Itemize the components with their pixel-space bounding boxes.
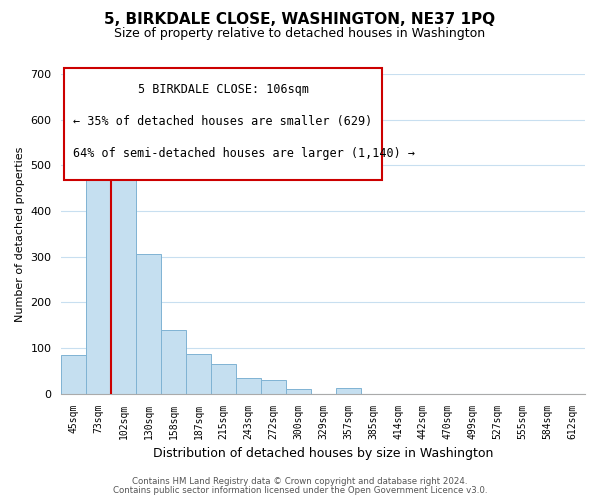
Text: ← 35% of detached houses are smaller (629): ← 35% of detached houses are smaller (62… <box>73 115 373 128</box>
Bar <box>211 364 236 394</box>
Text: 64% of semi-detached houses are larger (1,140) →: 64% of semi-detached houses are larger (… <box>73 148 415 160</box>
Y-axis label: Number of detached properties: Number of detached properties <box>15 146 25 322</box>
X-axis label: Distribution of detached houses by size in Washington: Distribution of detached houses by size … <box>153 447 493 460</box>
Bar <box>111 135 136 394</box>
Bar <box>61 356 86 394</box>
Bar <box>335 388 361 394</box>
Text: 5, BIRKDALE CLOSE, WASHINGTON, NE37 1PQ: 5, BIRKDALE CLOSE, WASHINGTON, NE37 1PQ <box>104 12 496 28</box>
Bar <box>236 378 261 394</box>
Bar <box>186 354 211 394</box>
Text: Contains HM Land Registry data © Crown copyright and database right 2024.: Contains HM Land Registry data © Crown c… <box>132 477 468 486</box>
Text: Size of property relative to detached houses in Washington: Size of property relative to detached ho… <box>115 28 485 40</box>
Bar <box>136 254 161 394</box>
Text: Contains public sector information licensed under the Open Government Licence v3: Contains public sector information licen… <box>113 486 487 495</box>
Bar <box>261 380 286 394</box>
Bar <box>286 389 311 394</box>
Text: 5 BIRKDALE CLOSE: 106sqm: 5 BIRKDALE CLOSE: 106sqm <box>138 82 309 96</box>
Bar <box>161 330 186 394</box>
Bar <box>86 170 111 394</box>
